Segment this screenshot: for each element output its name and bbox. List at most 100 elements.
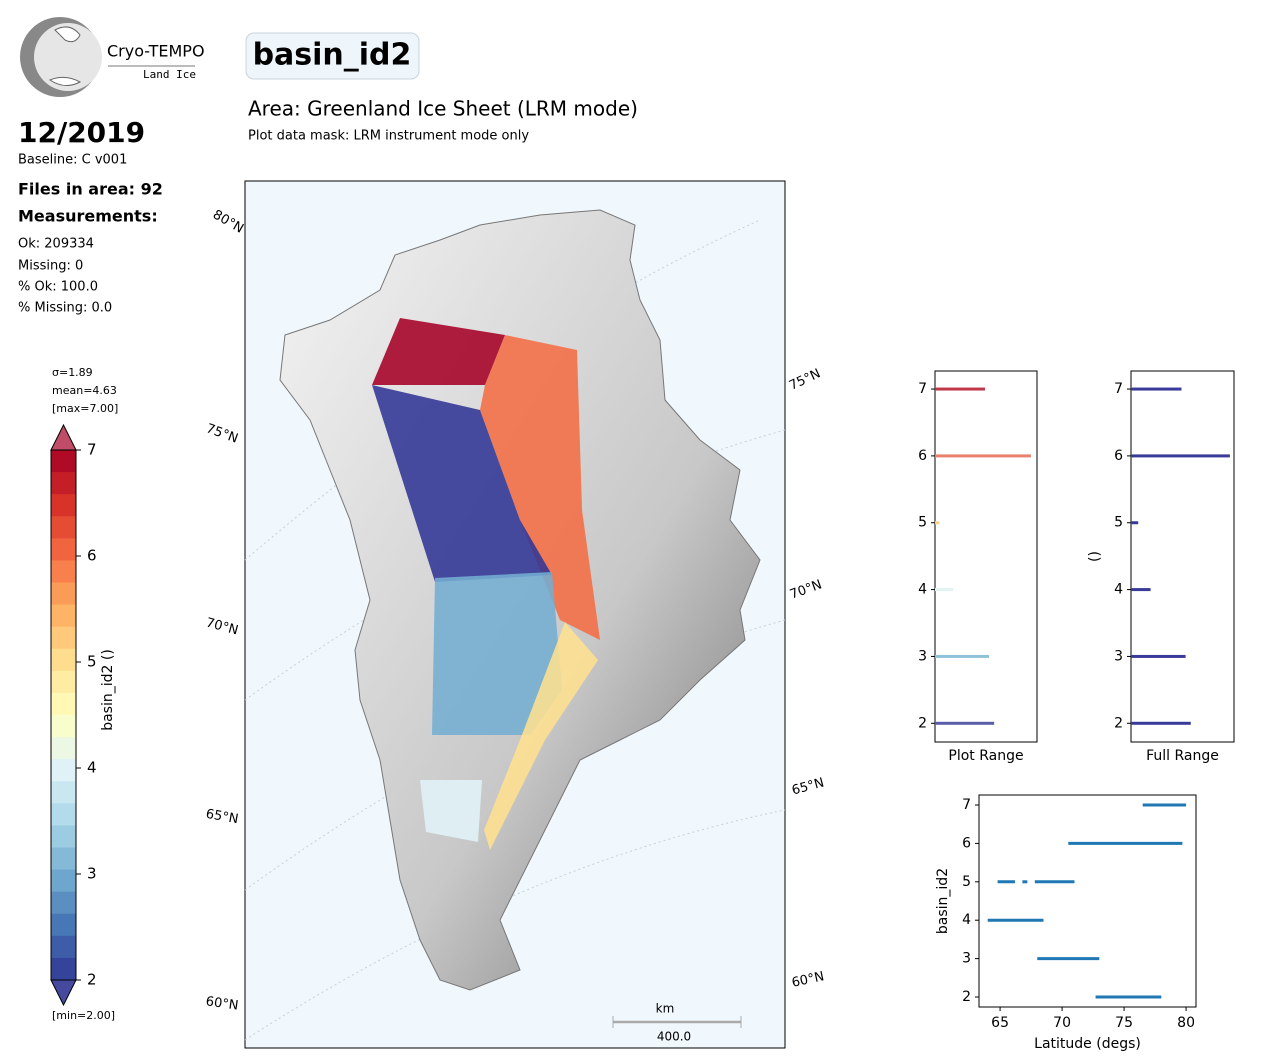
y-tick-label: 5 <box>1114 515 1123 531</box>
y-tick-label: 6 <box>918 448 927 464</box>
x-tick-label: 80 <box>1177 1015 1195 1031</box>
colorbar-tick-label: 6 <box>87 547 97 565</box>
colorbar-extend-max <box>50 423 77 451</box>
colorbar-band <box>51 692 76 716</box>
bar <box>1131 654 1186 658</box>
colorbar-band <box>51 715 76 738</box>
colorbar-extend-min <box>50 979 77 1007</box>
colorbar-band <box>51 648 76 672</box>
plot-frame <box>1130 370 1235 743</box>
lat-label: 60°N <box>205 994 240 1013</box>
x-tick-label: 70 <box>1053 1015 1071 1031</box>
pct-missing: % Missing: 0.0 <box>18 301 112 316</box>
logo <box>20 17 195 97</box>
x-tick-label: 65 <box>991 1015 1009 1031</box>
mask: Plot data mask: LRM instrument mode only <box>248 129 529 144</box>
colorbar-band <box>51 450 76 473</box>
y-tick-label: 2 <box>1114 715 1123 731</box>
y-tick-label: 4 <box>918 582 927 598</box>
basin-tracks <box>372 385 552 582</box>
y-tick-label: 6 <box>1114 448 1123 464</box>
baseline: Baseline: C v001 <box>18 153 127 168</box>
lat-label: 70°N <box>788 577 824 602</box>
measurements: Measurements: <box>18 207 158 226</box>
y-tick-label: 7 <box>1114 381 1123 397</box>
y-tick-label: 7 <box>962 797 971 813</box>
bar <box>1131 387 1182 391</box>
y-tick-label: 2 <box>962 989 971 1005</box>
ok: Ok: 209334 <box>18 237 94 252</box>
colorbar-band <box>51 781 76 804</box>
colorbar-band <box>51 913 76 937</box>
colorbar-band <box>51 494 76 517</box>
colorbar-label: basin_id2 () <box>100 649 116 731</box>
title-box <box>245 32 420 80</box>
bar <box>1131 521 1139 525</box>
colorbar-band <box>51 759 76 782</box>
colorbar-band <box>51 957 76 981</box>
lat-label: 70°N <box>204 616 240 639</box>
colorbar-tick-label: 7 <box>87 441 97 459</box>
scale-length: 400.0 <box>657 1030 691 1044</box>
bar <box>935 387 985 391</box>
colorbar-band <box>51 516 76 539</box>
colorbar-band <box>51 604 76 628</box>
colorbar-tick-label: 4 <box>87 759 97 777</box>
y-tick-label: 7 <box>918 381 927 397</box>
colorbar-band <box>51 560 76 583</box>
stat-mean: mean=4.63 <box>52 384 117 397</box>
y-tick-label: 4 <box>1114 582 1123 598</box>
y-tick-label: 5 <box>918 515 927 531</box>
basin-tracks <box>372 318 505 385</box>
colorbar-band <box>51 935 76 959</box>
colorbar-band <box>51 869 76 893</box>
bar <box>935 521 940 525</box>
colorbar-band <box>51 847 76 871</box>
x-axis-label: Plot Range <box>948 748 1023 764</box>
lat-label: 65°N <box>205 807 240 827</box>
x-axis-label: Full Range <box>1146 748 1219 764</box>
date: 12/2019 <box>18 116 145 149</box>
y-axis-label: () <box>1087 551 1103 562</box>
colorbar-tick-label: 2 <box>87 971 97 989</box>
bar <box>935 454 1031 458</box>
colorbar-band <box>51 737 76 760</box>
colorbar-band <box>51 626 76 650</box>
x-axis-label: Latitude (degs) <box>1034 1036 1141 1052</box>
basin-tracks <box>484 622 598 850</box>
colorbar-band <box>51 825 76 848</box>
colorbar-band <box>51 891 76 915</box>
lat-label: 60°N <box>790 969 825 990</box>
colorbar-band <box>51 582 76 606</box>
basin-tracks <box>420 780 482 842</box>
logo-sub: Land Ice <box>143 68 196 81</box>
y-tick-label: 5 <box>962 874 971 890</box>
logo-detail <box>48 26 82 86</box>
bar <box>1131 454 1230 458</box>
lat-label: 75°N <box>204 421 240 446</box>
basin-tracks <box>480 335 600 640</box>
plot-frame <box>934 370 1038 743</box>
pct-ok: % Ok: 100.0 <box>18 280 98 295</box>
y-tick-label: 4 <box>962 912 971 928</box>
bar <box>1131 588 1151 592</box>
bar <box>1131 721 1191 725</box>
lat-label: 65°N <box>790 776 826 799</box>
y-tick-label: 6 <box>962 835 971 851</box>
area: Area: Greenland Ice Sheet (LRM mode) <box>248 97 638 121</box>
colorbar-frame <box>50 449 77 981</box>
y-tick-label: 2 <box>918 715 927 731</box>
logo-name: Cryo-TEMPO <box>107 42 205 61</box>
bar <box>935 654 990 658</box>
y-axis-label: basin_id2 <box>935 868 951 934</box>
bar <box>935 721 995 725</box>
graticule <box>244 809 786 1041</box>
page-title: basin_id2 <box>253 38 412 73</box>
colorbar-tick-label: 3 <box>87 865 97 883</box>
y-tick-label: 3 <box>962 951 971 967</box>
scale-unit: km <box>656 1002 675 1016</box>
lat-label: 80°N <box>210 207 246 236</box>
colorbar-band <box>51 472 76 495</box>
colorbar-band <box>51 803 76 826</box>
